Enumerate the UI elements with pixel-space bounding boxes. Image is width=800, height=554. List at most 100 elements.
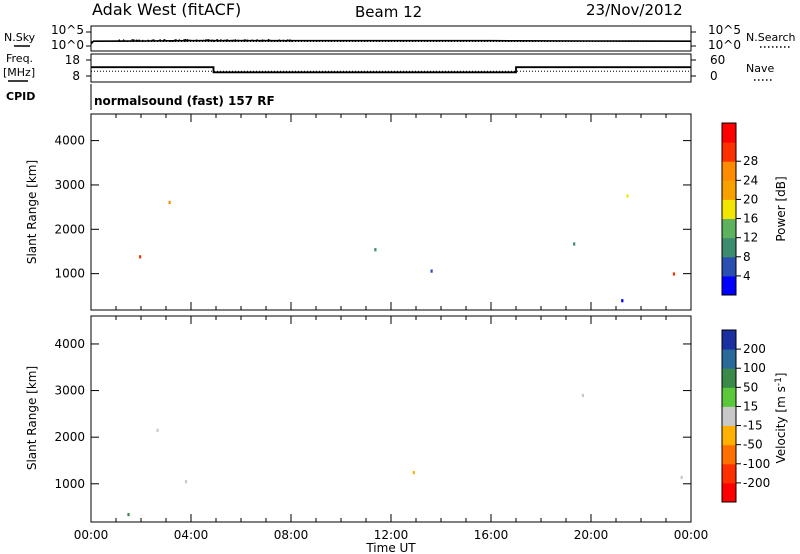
nsky-scatter-point [237, 39, 239, 41]
nsky-label: N.Sky [4, 31, 36, 44]
nsky-scatter-point [250, 40, 252, 42]
nave-label: Nave [746, 62, 774, 75]
y-tick-label: 4000 [54, 134, 85, 148]
nsky-scatter-point [235, 40, 238, 42]
nsky-scatter-point [251, 39, 253, 41]
beam-title: Beam 12 [355, 3, 422, 21]
velocity-ylabel: Slant Range [km] [25, 366, 39, 470]
data-cell [374, 248, 377, 252]
nsky-scatter-point [246, 39, 248, 41]
noise-right-tick-label: 10^0 [708, 38, 741, 52]
nsky-scatter-point [148, 40, 150, 42]
nsky-scatter-point [233, 39, 235, 42]
nsky-scatter-point [285, 40, 287, 42]
data-cell [573, 242, 576, 246]
data-cell [430, 269, 433, 273]
x-tick-label: 04:00 [174, 528, 209, 542]
velocity-colorbar: 200 100 50 15 -15 -50 -100 -200 Velocity [m s-1… [721, 329, 788, 503]
colorbar-cell [722, 463, 736, 484]
nsky-scatter-point [184, 40, 186, 42]
data-cell [626, 194, 629, 198]
nsky-scatter-point [222, 40, 224, 42]
nsky-scatter-point [166, 40, 168, 42]
x-tick-label: 08:00 [274, 528, 309, 542]
y-tick-label: 1000 [54, 477, 85, 491]
nsky-scatter-point [186, 40, 188, 42]
nsky-scatter-point [212, 39, 214, 41]
nsky-scatter-point [196, 39, 198, 41]
nsky-scatter-point [261, 39, 263, 41]
nave-tick-label: 0 [710, 69, 718, 83]
colorbar-tick-label: 28 [743, 154, 758, 168]
power-colorbar-cells [722, 123, 736, 296]
nsky-scatter-point [118, 40, 120, 42]
nsky-scatter-point [245, 40, 248, 42]
nsky-scatter-point [224, 39, 226, 41]
colorbar-cell [722, 199, 736, 219]
nsky-scatter-point [169, 40, 171, 42]
noise-panel: 10^5 10^0 10^5 10^0 N.Sky N.Search [4, 23, 796, 52]
nsky-scatter-point [133, 39, 135, 41]
data-cell [156, 428, 159, 432]
colorbar-tick-label: -15 [743, 419, 763, 433]
colorbar-cell [722, 330, 736, 350]
nsky-scatter-point [269, 40, 271, 42]
data-cell [184, 480, 188, 484]
x-tick-label: 00:00 [74, 528, 109, 542]
cpid-text: normalsound (fast) 157 RF [94, 94, 275, 108]
nsky-scatter-point [230, 39, 232, 42]
nsky-scatter-point [289, 40, 291, 42]
colorbar-tick-label: 16 [743, 212, 758, 226]
nsky-scatter-point [207, 40, 209, 42]
colorbar-tick-label: 20 [743, 192, 758, 206]
nsky-scatter-point [271, 40, 273, 42]
nsky-scatter-point [208, 39, 210, 41]
data-cell [139, 255, 142, 259]
nsky-scatter-point [197, 40, 199, 42]
time-axis-label: Time UT [365, 541, 416, 554]
colorbar-cell [722, 368, 736, 388]
nsky-scatter-point [197, 40, 199, 42]
nsky-scatter-point [132, 40, 134, 42]
power-y-axis: 1000 2000 3000 4000 [54, 134, 691, 281]
velocity-x-axis: 00:00 04:00 08:00 12:00 16:00 20:00 00:00 [74, 316, 708, 542]
nsky-scatter-point [181, 40, 183, 42]
nsky-scatter-point [170, 40, 172, 42]
nsky-scatter-point [193, 40, 195, 42]
nsky-scatter-point [189, 40, 191, 42]
data-cell [621, 299, 624, 303]
nsky-scatter-point [162, 39, 164, 41]
nsky-scatter-point [202, 39, 204, 41]
nsky-scatter-point [118, 39, 120, 41]
nsky-scatter-point [273, 40, 275, 42]
power-ylabel: Slant Range [km] [25, 160, 39, 264]
nsky-scatter-point [195, 39, 197, 42]
colorbar-tick-label: 8 [743, 250, 751, 264]
nsky-series-line [90, 39, 692, 45]
colorbar-cell [722, 349, 736, 369]
velocity-panel: 1000 2000 3000 4000 00:00 04:00 08:00 12:00 16:… [25, 315, 708, 554]
nsky-scatter-point [199, 39, 202, 42]
nsky-scatter-point [143, 40, 145, 42]
colorbar-cell [722, 123, 736, 143]
nsky-scatter-point [267, 39, 269, 41]
nsky-scatter-point [281, 40, 283, 42]
nsky-scatter-point [219, 40, 221, 42]
nsky-scatter-point [278, 40, 280, 42]
colorbar-tick-label: 50 [743, 380, 758, 394]
y-tick-label: 2000 [54, 430, 85, 444]
power-panel: 1000 2000 3000 4000 Slant Range [km] [25, 113, 692, 311]
nsky-scatter-point [226, 39, 228, 41]
power-panel-frame [90, 113, 692, 311]
colorbar-cell [722, 161, 736, 181]
velocity-panel-frame [90, 315, 692, 523]
nsky-scatter-point [212, 40, 215, 42]
nsky-scatter-point [136, 39, 138, 41]
nsky-scatter-point [167, 40, 169, 42]
nsky-scatter-point [207, 39, 209, 41]
nsky-scatter-point [269, 39, 271, 41]
nsky-scatter-point [220, 39, 222, 41]
nsky-scatter-point [234, 40, 236, 42]
nsky-scatter-point [263, 39, 265, 41]
